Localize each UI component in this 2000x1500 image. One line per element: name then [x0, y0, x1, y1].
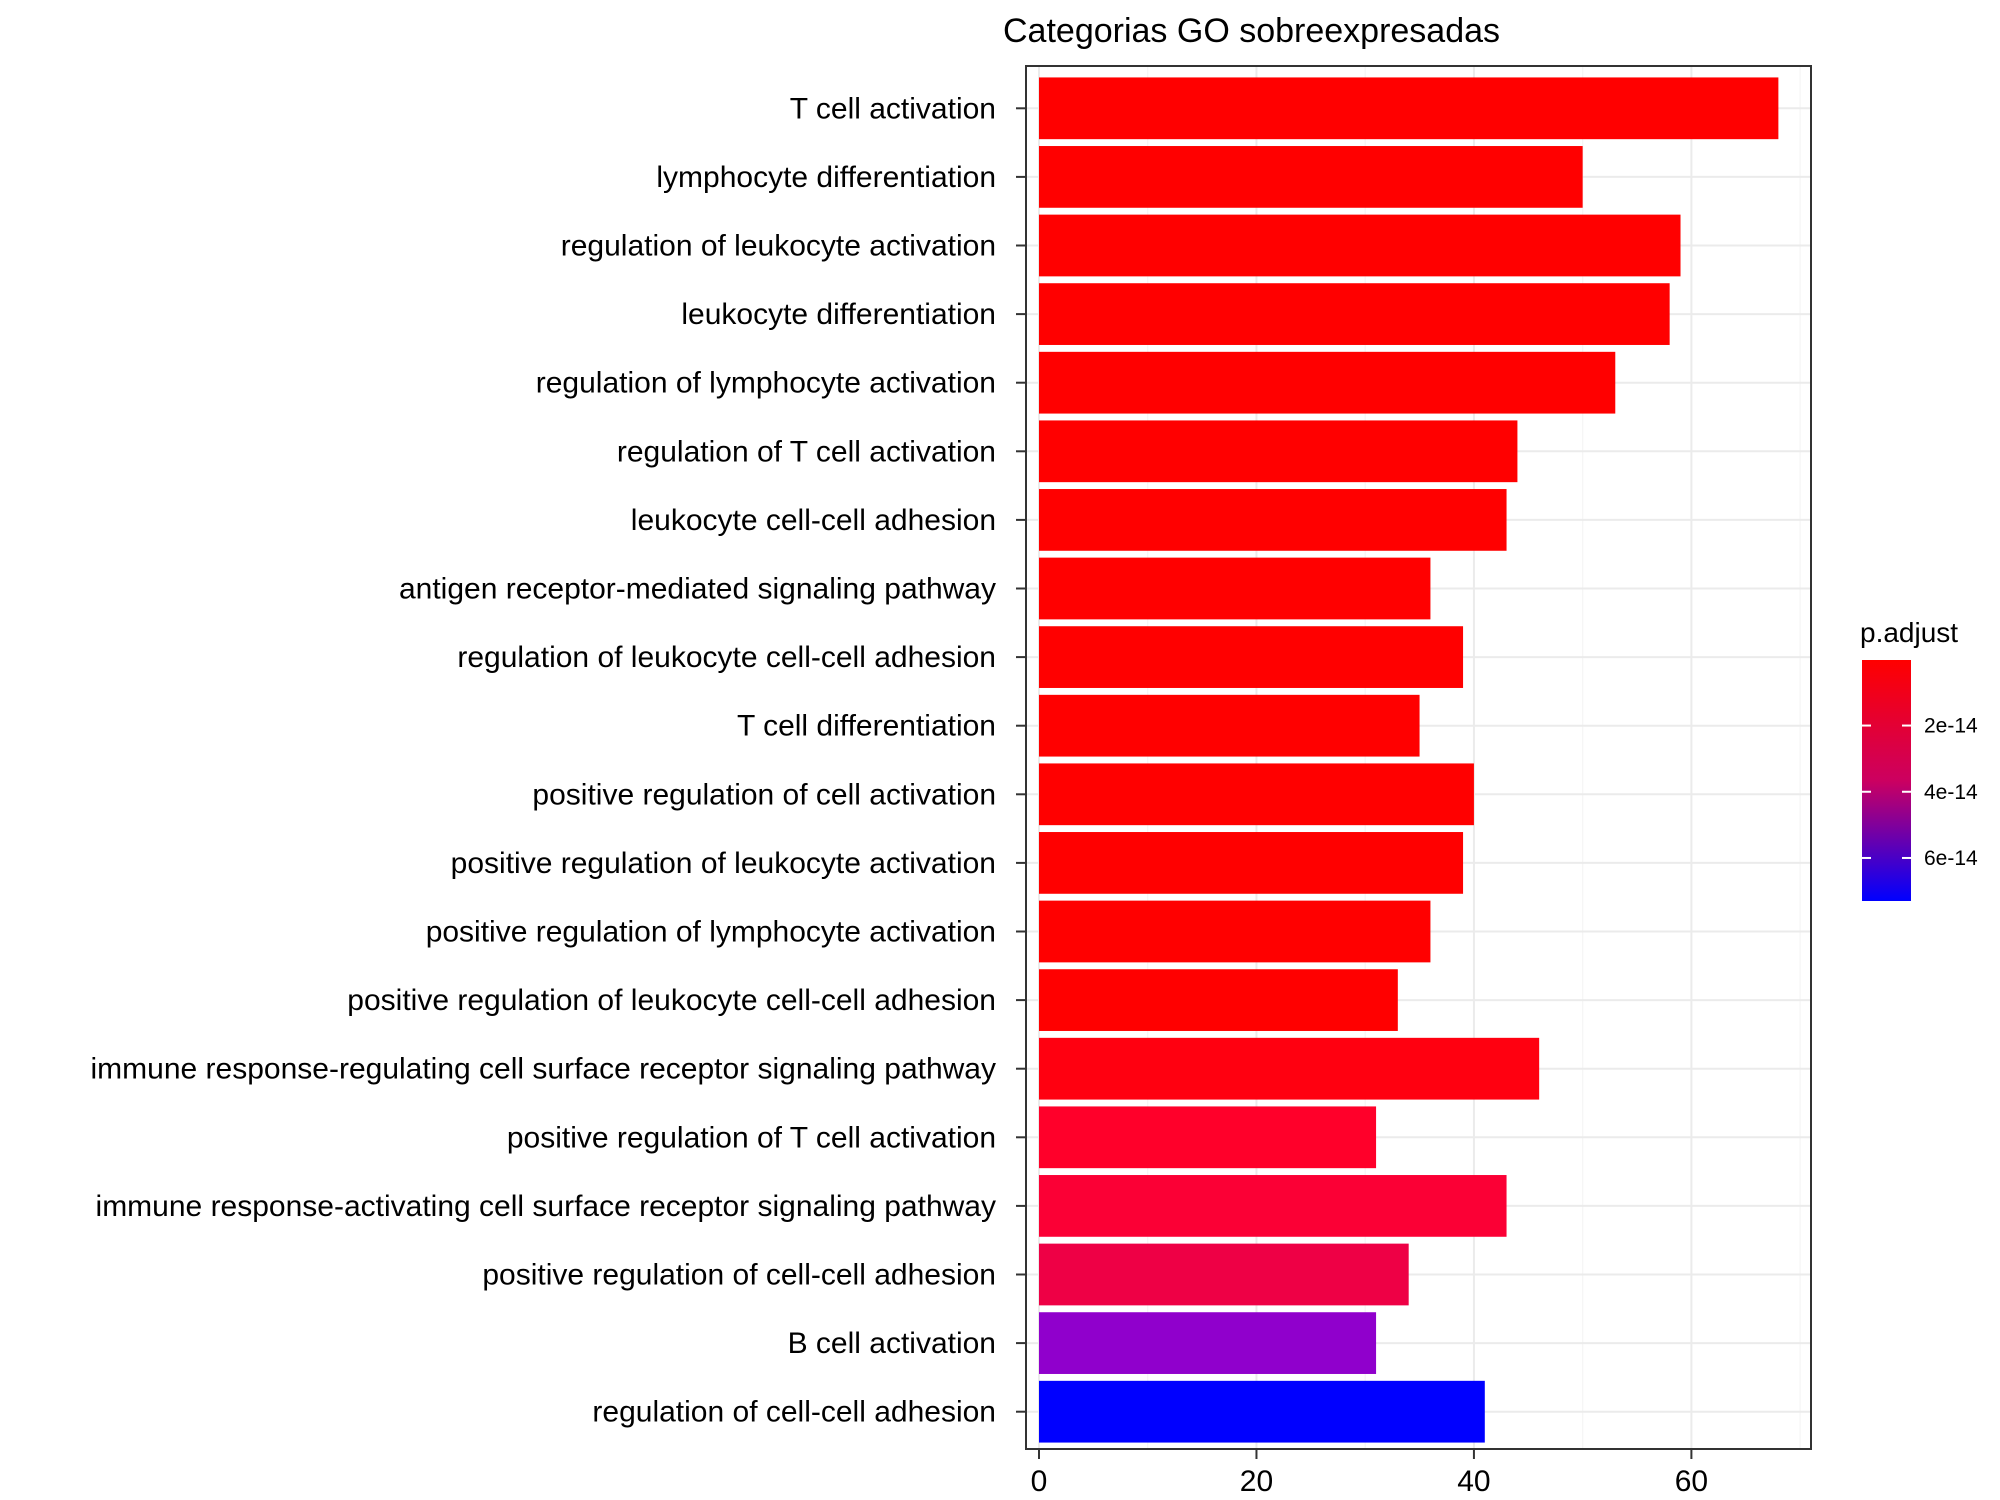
category-label: positive regulation of cell activation [532, 778, 996, 811]
category-label: positive regulation of T cell activation [507, 1121, 996, 1154]
category-label: positive regulation of lymphocyte activa… [426, 916, 996, 949]
bar [1039, 420, 1518, 483]
bar [1039, 1037, 1540, 1100]
legend-tick-label: 6e-14 [1924, 847, 1978, 870]
legend-tick-label: 2e-14 [1924, 715, 1978, 738]
bar [1039, 969, 1398, 1031]
bars [1039, 77, 1779, 1443]
category-label: regulation of T cell activation [617, 435, 996, 468]
chart-title: Categorias GO sobreexpresadas [1003, 12, 1500, 50]
x-axis: 0 20 40 60 [1031, 1449, 1708, 1498]
legend-ticks: 2e-14 4e-14 6e-14 [1862, 715, 1978, 870]
bar [1039, 1312, 1377, 1374]
x-tick-label: 0 [1031, 1465, 1048, 1498]
legend-tick-label: 4e-14 [1924, 781, 1978, 804]
bar [1039, 283, 1670, 345]
bar [1039, 77, 1779, 140]
bar [1039, 1380, 1485, 1443]
category-label: regulation of lymphocyte activation [536, 367, 996, 400]
bar [1039, 489, 1507, 551]
legend-colorbar [1862, 660, 1911, 901]
bar [1039, 557, 1431, 620]
category-label: antigen receptor-mediated signaling path… [399, 573, 996, 606]
category-label: B cell activation [788, 1327, 996, 1360]
category-label: regulation of cell-cell adhesion [592, 1396, 996, 1429]
bar [1039, 694, 1420, 757]
category-label: T cell differentiation [737, 710, 996, 743]
category-label: leukocyte differentiation [681, 298, 996, 331]
category-label: immune response-activating cell surface … [96, 1190, 996, 1223]
category-label: leukocyte cell-cell adhesion [631, 504, 996, 537]
bar [1039, 1106, 1377, 1169]
category-label: positive regulation of leukocyte cell-ce… [347, 984, 996, 1017]
bar [1039, 146, 1583, 208]
bar [1039, 763, 1474, 826]
plot-panel-border [1025, 65, 1812, 1450]
category-label: lymphocyte differentiation [656, 161, 996, 194]
x-tick-label: 20 [1240, 1465, 1273, 1498]
category-label: positive regulation of leukocyte activat… [451, 847, 996, 880]
x-tick-label: 40 [1457, 1465, 1490, 1498]
category-label: T cell activation [790, 92, 996, 125]
x-tick-label: 60 [1675, 1465, 1708, 1498]
bar [1039, 214, 1681, 277]
category-label: positive regulation of cell-cell adhesio… [482, 1259, 996, 1292]
legend-title: p.adjust [1860, 617, 1958, 648]
bar [1039, 900, 1431, 963]
category-label: regulation of leukocyte cell-cell adhesi… [457, 641, 996, 674]
legend: p.adjust 2e-14 4e-14 6e-14 [1860, 617, 1978, 901]
bar [1039, 1175, 1507, 1237]
bar [1039, 1243, 1409, 1306]
bar [1039, 351, 1616, 414]
bar [1039, 832, 1464, 894]
category-label: regulation of leukocyte activation [561, 230, 996, 263]
category-label: immune response-regulating cell surface … [91, 1053, 996, 1086]
category-labels: T cell activation lymphocyte differentiat… [91, 92, 1026, 1429]
bar [1039, 626, 1464, 688]
